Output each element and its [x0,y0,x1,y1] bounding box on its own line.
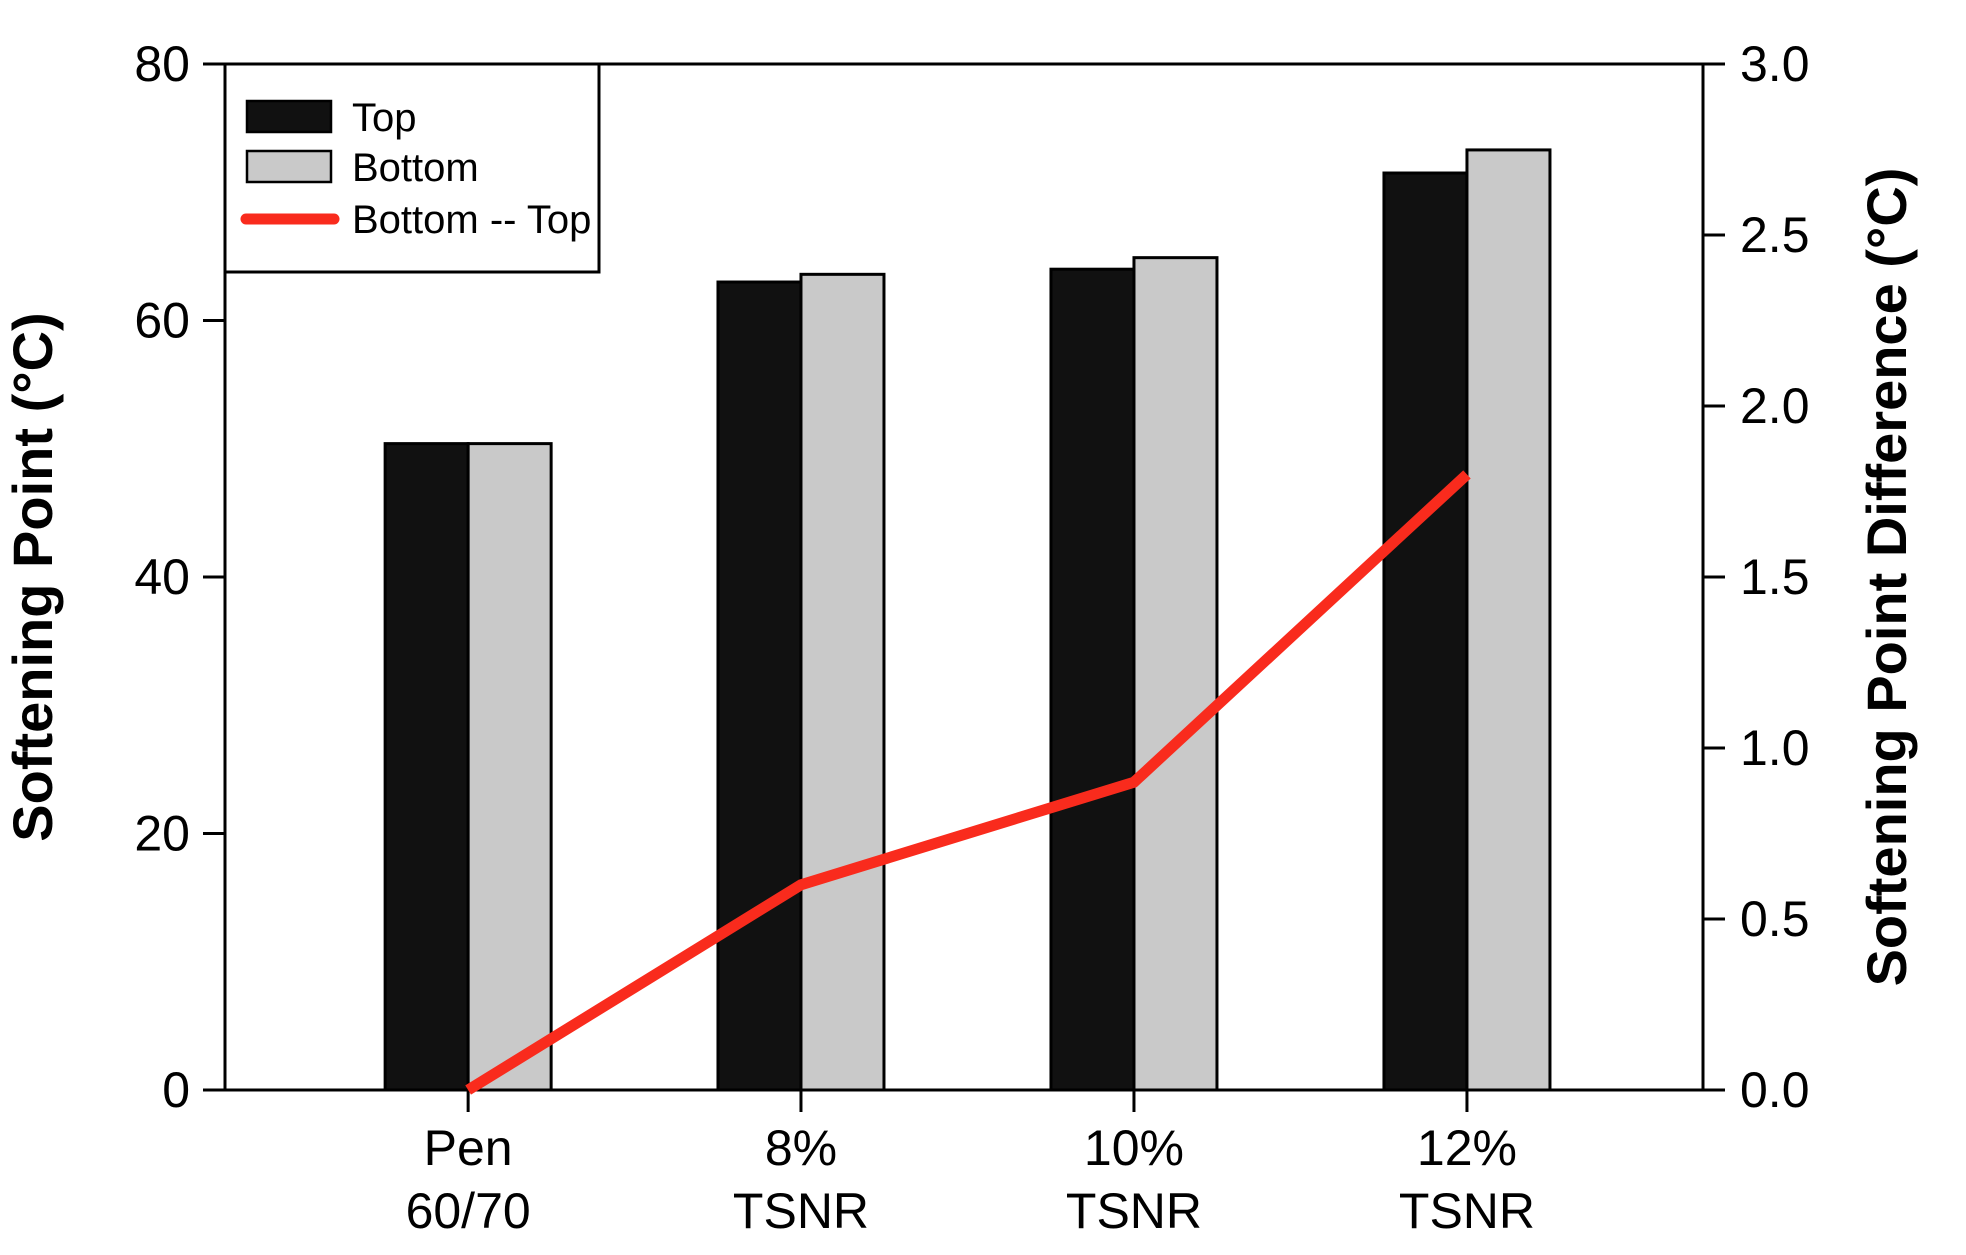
difference-line [465,470,1471,1095]
line-layer [465,470,1471,1095]
right-axis-tick-label: 1.5 [1740,549,1810,605]
bar-bottom-3 [1465,148,1552,1092]
right-axis-tick-label: 2.0 [1740,378,1810,434]
legend-label: Bottom [352,146,479,190]
bars-layer [383,148,1552,1092]
category-label-line: Pen [424,1120,513,1176]
right-axis-title: Softening Point Difference (°C) [1855,168,1918,987]
right-axis-tick-label: 0.5 [1740,891,1810,947]
legend-swatch-top [245,99,333,134]
bar-bottom-2 [1132,256,1219,1092]
category-label-line: TSNR [1399,1183,1535,1239]
bar-top-0 [383,442,470,1092]
left-axis-tick-label: 0 [162,1062,190,1118]
right-axis-tick-label: 1.0 [1740,720,1810,776]
category-label-line: 8% [765,1120,837,1176]
right-axis-tick-label: 2.5 [1740,207,1810,263]
left-axis-tick-label: 40 [134,549,190,605]
category-label-line: TSNR [1066,1183,1202,1239]
left-axis-title: Softening Point (°C) [1,312,64,841]
left-axis-tick-label: 80 [134,36,190,92]
category-label-line: 12% [1417,1120,1517,1176]
category-label-line: 60/70 [406,1183,531,1239]
bar-top-2 [1049,267,1136,1092]
bar-bottom-1 [799,272,886,1092]
right-axis-tick-label: 0.0 [1740,1062,1810,1118]
left-axis-tick-label: 20 [134,806,190,862]
legend-label: Bottom -- Top [352,198,591,242]
legend-layer: Top Bottom Bottom -- Top [223,62,601,274]
category-label-line: TSNR [733,1183,869,1239]
ticks-layer: 0 20 40 60 80 0.0 0.5 1.0 1.5 2.0 2.5 3.0 Pen 60/70 8%… [134,36,1809,1239]
legend-label: Top [352,96,417,140]
category-label-line: 10% [1084,1120,1184,1176]
right-axis-tick-label: 3.0 [1740,36,1810,92]
left-axis-tick-label: 60 [134,293,190,349]
legend-swatch-bottom [245,149,333,184]
bar-bottom-0 [466,442,553,1092]
bar-top-3 [1382,171,1469,1092]
bar-top-1 [716,280,803,1092]
